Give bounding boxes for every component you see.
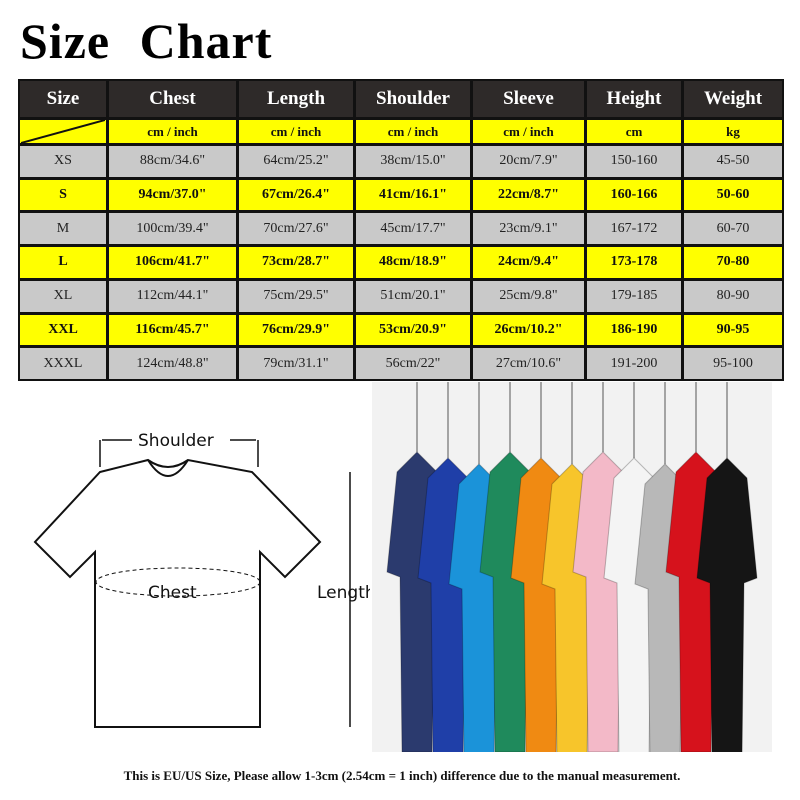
table-cell: 167-172 (587, 213, 681, 245)
table-cell: 191-200 (587, 348, 681, 379)
table-cell: 95-100 (684, 348, 782, 379)
header-chest: Chest (109, 81, 236, 117)
table-cell: 22cm/8.7" (473, 179, 584, 211)
length-label: Length (317, 583, 370, 603)
table-cell: 160-166 (587, 179, 681, 211)
header-shoulder: Shoulder (356, 81, 470, 117)
tshirt-colors-photo (372, 382, 772, 752)
table-cell: 70cm/27.6" (239, 213, 353, 245)
size-label: S (20, 179, 106, 211)
table-cell: 41cm/16.1" (356, 179, 470, 211)
page-title: Size Chart (20, 13, 273, 69)
size-label: XL (20, 280, 106, 312)
unit-cell: cm / inch (356, 120, 470, 143)
table-cell: 150-160 (587, 146, 681, 177)
unit-cell: kg (684, 120, 782, 143)
table-cell: 45-50 (684, 146, 782, 177)
table-cell: 76cm/29.9" (239, 314, 353, 346)
illustration-area: Shoulder Chest Length This is EU/US Size… (20, 382, 784, 790)
table-cell: 112cm/44.1" (109, 280, 236, 312)
size-label: L (20, 247, 106, 278)
table-cell: 23cm/9.1" (473, 213, 584, 245)
size-diagonal-cell (20, 120, 106, 143)
table-cell: 25cm/9.8" (473, 280, 584, 312)
size-disclaimer: This is EU/US Size, Please allow 1-3cm (… (123, 768, 681, 783)
table-cell: 53cm/20.9" (356, 314, 470, 346)
table-cell: 179-185 (587, 280, 681, 312)
size-label: XXL (20, 314, 106, 346)
shoulder-label: Shoulder (138, 431, 214, 451)
table-cell: 94cm/37.0" (109, 179, 236, 211)
table-cell: 186-190 (587, 314, 681, 346)
table-cell: 51cm/20.1" (356, 280, 470, 312)
unit-cell: cm / inch (473, 120, 584, 143)
table-cell: 56cm/22" (356, 348, 470, 379)
chest-label: Chest (148, 583, 197, 603)
table-cell: 90-95 (684, 314, 782, 346)
table-cell: 70-80 (684, 247, 782, 278)
size-table: Size Chest Length Shoulder Sleeve Height Weigh… (18, 79, 784, 381)
tshirt-11 (696, 457, 758, 752)
unit-cell: cm / inch (239, 120, 353, 143)
tshirt-measurement-diagram: Shoulder Chest Length (33, 431, 370, 728)
table-cell: 100cm/39.4" (109, 213, 236, 245)
header-weight: Weight (684, 81, 782, 117)
size-label: M (20, 213, 106, 245)
table-cell: 124cm/48.8" (109, 348, 236, 379)
table-cell: 79cm/31.1" (239, 348, 353, 379)
table-cell: 67cm/26.4" (239, 179, 353, 211)
table-cell: 106cm/41.7" (109, 247, 236, 278)
header-height: Height (587, 81, 681, 117)
table-cell: 60-70 (684, 213, 782, 245)
header-size: Size (20, 81, 106, 117)
table-cell: 48cm/18.9" (356, 247, 470, 278)
table-cell: 24cm/9.4" (473, 247, 584, 278)
table-cell: 75cm/29.5" (239, 280, 353, 312)
size-label: XS (20, 146, 106, 177)
table-cell: 73cm/28.7" (239, 247, 353, 278)
table-cell: 50-60 (684, 179, 782, 211)
table-cell: 45cm/17.7" (356, 213, 470, 245)
table-cell: 64cm/25.2" (239, 146, 353, 177)
unit-cell: cm / inch (109, 120, 236, 143)
table-cell: 20cm/7.9" (473, 146, 584, 177)
header-length: Length (239, 81, 353, 117)
table-cell: 38cm/15.0" (356, 146, 470, 177)
unit-cell: cm (587, 120, 681, 143)
size-label: XXXL (20, 348, 106, 379)
table-cell: 80-90 (684, 280, 782, 312)
table-cell: 173-178 (587, 247, 681, 278)
table-cell: 88cm/34.6" (109, 146, 236, 177)
table-cell: 26cm/10.2" (473, 314, 584, 346)
table-cell: 27cm/10.6" (473, 348, 584, 379)
table-cell: 116cm/45.7" (109, 314, 236, 346)
header-sleeve: Sleeve (473, 81, 584, 117)
